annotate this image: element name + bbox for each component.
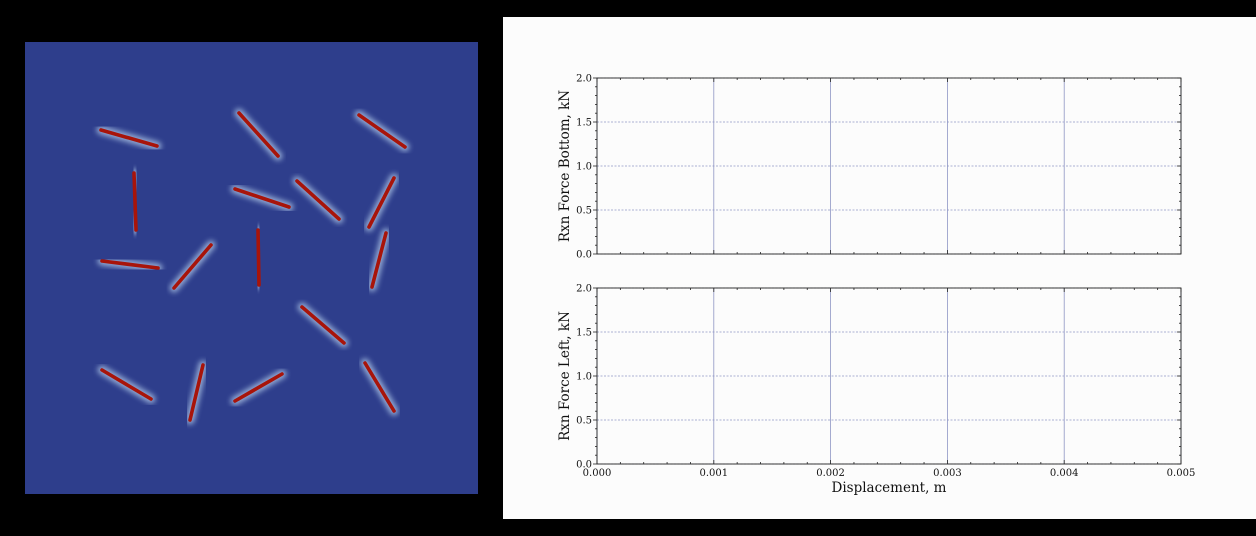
plot-left-reaction: 0.0 0.5 1.0 1.5 2.0 0.000 0.001 0.002 0.003 0.004… [557,284,1195,497]
crack [256,228,261,287]
y-axis-label: Rxn Force Left, kN [557,311,573,441]
crack [172,243,213,290]
crack [100,259,160,270]
simulation-view [25,42,478,494]
reaction-force-figure: 0.0 0.5 1.0 1.5 2.0 Rxn Force Bottom, kN 0.0 0.… [503,17,1256,519]
crack [132,171,138,232]
x-tick-label: 0.002 [816,468,845,479]
y-tick-label: 1.0 [576,372,592,383]
crack [233,187,291,209]
y-axis-label: Rxn Force Bottom, kN [557,90,573,242]
crack [237,111,280,158]
x-tick-label: 0.001 [699,468,728,479]
x-tick-label: 0.000 [583,468,612,479]
crack [295,179,341,221]
y-tick-label: 1.5 [576,118,592,129]
crack [99,128,159,148]
y-tick-label: 0.5 [576,416,592,427]
y-tick-label: 2.0 [576,74,592,85]
crack [233,372,284,403]
y-tick-label: 1.0 [576,162,592,173]
y-tick-label: 0.0 [576,250,592,261]
x-axis-label: Displacement, m [832,480,947,496]
crack [357,113,407,149]
simulation-background [25,42,478,494]
crack [370,231,388,289]
crack [188,363,205,422]
x-tick-label: 0.004 [1050,468,1079,479]
y-tick-label: 0.0 [576,460,592,471]
fracture-field [25,42,478,494]
crack [100,368,153,401]
x-tick-label: 0.003 [933,468,962,479]
y-tick-label: 1.5 [576,328,592,339]
y-tick-label: 0.5 [576,206,592,217]
y-tick-label: 2.0 [576,284,592,295]
x-tick-label: 0.005 [1167,468,1196,479]
crack [363,361,396,413]
crack [300,305,346,345]
crack [367,176,396,229]
